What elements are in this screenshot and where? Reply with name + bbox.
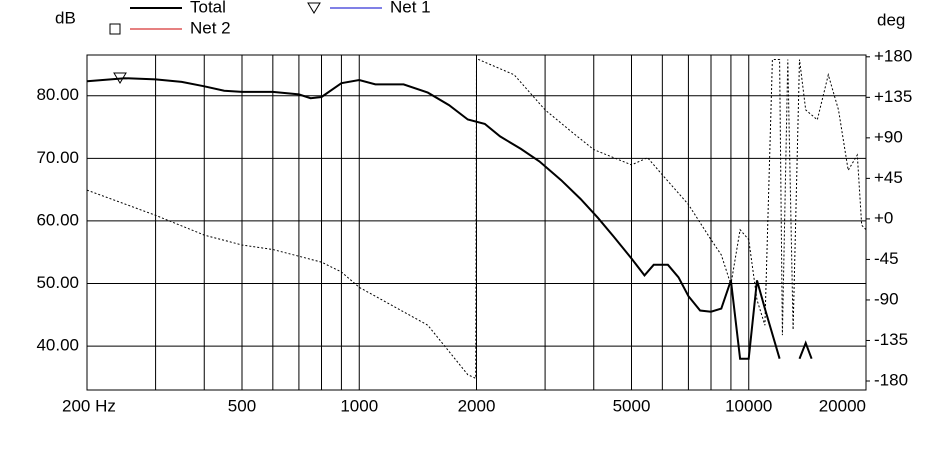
y-tick-label: 70.00 [36,148,79,167]
y2-tick-label: +180 [874,46,912,65]
y2-tick-label: +90 [874,127,903,146]
x-tick-label: 5000 [613,396,651,415]
y-tick-label: 80.00 [36,85,79,104]
y2-axis-label: deg [877,10,905,29]
legend-label: Total [190,0,226,16]
y-tick-label: 40.00 [36,336,79,355]
legend-marker [307,2,321,14]
y-tick-label: 50.00 [36,273,79,292]
phase-line [86,57,867,380]
x-tick-label: 1000 [340,396,378,415]
y2-tick-label: -180 [874,370,908,389]
legend-label: Net 1 [390,0,431,16]
y2-tick-label: +45 [874,168,903,187]
x-tick-label: 500 [228,396,256,415]
y2-tick-label: +135 [874,87,912,106]
x-tick-label: 200 Hz [62,396,116,415]
x-tick-label: 2000 [458,396,496,415]
x-tick-label: 10000 [725,396,772,415]
y2-tick-label: -90 [874,289,899,308]
legend-label: Net 2 [190,18,231,37]
legend-marker [109,23,121,35]
y-axis-label: dB [55,8,76,27]
y2-tick-label: +0 [874,208,893,227]
magnitude-line [86,77,813,360]
x-tick-label: 20000 [819,396,866,415]
y-tick-label: 60.00 [36,210,79,229]
y2-tick-label: -135 [874,330,908,349]
net1-marker [113,72,127,84]
y2-tick-label: -45 [874,249,899,268]
